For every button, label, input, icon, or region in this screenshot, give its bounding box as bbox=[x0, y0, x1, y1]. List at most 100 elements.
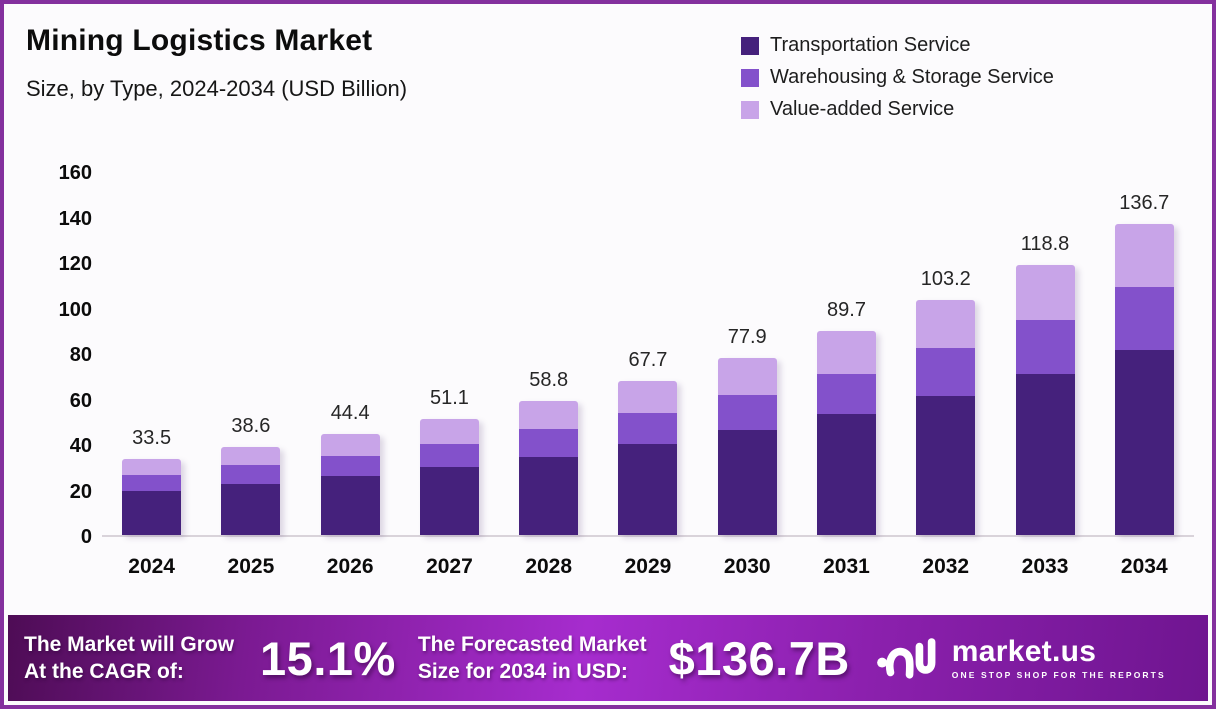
bar-segment-warehousing-storage-service bbox=[816, 373, 876, 414]
bar-slot: 103.2 bbox=[896, 173, 995, 535]
bar-segment-warehousing-storage-service bbox=[717, 394, 777, 431]
bar-total-label: 51.1 bbox=[429, 386, 469, 409]
bar-group-2029: 67.7 bbox=[618, 349, 678, 535]
bar-slot: 136.7 bbox=[1095, 173, 1194, 535]
bar-group-2033: 118.8 bbox=[1015, 233, 1075, 535]
chart-subtitle: Size, by Type, 2024-2034 (USD Billion) bbox=[26, 76, 408, 101]
y-tick-label: 80 bbox=[69, 344, 92, 366]
x-axis-label: 2027 bbox=[426, 555, 473, 578]
bar-slot: 77.9 bbox=[698, 173, 797, 535]
bar-segment-warehousing-storage-service bbox=[419, 443, 479, 467]
bar-segment-warehousing-storage-service bbox=[916, 347, 976, 396]
bar-segment-warehousing-storage-service bbox=[618, 413, 678, 444]
forecast-label: The Forecasted Market Size for 2034 in U… bbox=[418, 631, 647, 686]
bar-slot: 89.7 bbox=[797, 173, 896, 535]
chart-title: Mining Logistics Market bbox=[26, 24, 373, 57]
bar-slot: 38.6 bbox=[201, 173, 300, 535]
legend-item: Transportation Service bbox=[741, 34, 1054, 57]
y-tick-label: 140 bbox=[58, 207, 92, 230]
y-tick-label: 40 bbox=[69, 435, 92, 457]
forecast-value: $136.7B bbox=[668, 631, 850, 685]
legend-label: Value-added Service bbox=[770, 98, 955, 120]
x-axis-label: 2034 bbox=[1120, 555, 1168, 578]
bar-group-2028: 58.8 bbox=[519, 369, 579, 535]
marketus-logo-text: market.us bbox=[951, 634, 1097, 668]
bar-segment-value-added-service bbox=[320, 434, 380, 457]
legend-item: Warehousing & Storage Service bbox=[741, 66, 1054, 89]
bar-stack bbox=[1015, 264, 1075, 535]
bar-segment-transportation-service bbox=[618, 444, 678, 535]
cagr-label: The Market will Grow At the CAGR of: bbox=[24, 631, 234, 686]
bar-group-2030: 77.9 bbox=[717, 326, 777, 535]
bar-segment-value-added-service bbox=[618, 381, 678, 414]
bar-total-label: 103.2 bbox=[920, 268, 971, 291]
bar-segment-transportation-service bbox=[916, 395, 976, 535]
bar-segment-warehousing-storage-service bbox=[519, 429, 579, 457]
y-tick-label: 20 bbox=[69, 480, 92, 503]
y-tick-label: 0 bbox=[80, 526, 92, 548]
bar-slot: 58.8 bbox=[499, 173, 598, 535]
x-axis-label: 2026 bbox=[326, 555, 374, 578]
bar-group-2034: 136.7 bbox=[1114, 192, 1174, 535]
bar-slot: 44.4 bbox=[301, 173, 400, 535]
bar-segment-warehousing-storage-service bbox=[221, 464, 281, 484]
bar-total-label: 89.7 bbox=[827, 298, 866, 321]
y-tick-label: 120 bbox=[58, 253, 92, 275]
bar-segment-value-added-service bbox=[1114, 224, 1174, 288]
bar-group-2027: 51.1 bbox=[419, 387, 479, 535]
bar-stack bbox=[519, 401, 579, 535]
bar-segment-warehousing-storage-service bbox=[1114, 287, 1174, 350]
x-axis-label: 2028 bbox=[525, 555, 573, 578]
bar-segment-value-added-service bbox=[122, 458, 182, 475]
bar-total-label: 118.8 bbox=[1020, 232, 1070, 255]
bar-total-label: 38.6 bbox=[231, 415, 271, 438]
y-axis: 0 20 40 60 80 100 120 140 160 bbox=[28, 162, 92, 548]
bar-stack bbox=[419, 418, 479, 535]
marketus-logo-tagline: ONE STOP SHOP FOR THE REPORTS bbox=[951, 669, 1166, 680]
bar-group-2025: 38.6 bbox=[221, 415, 281, 535]
bar-slot: 118.8 bbox=[995, 173, 1094, 535]
x-axis-label: 2031 bbox=[823, 555, 870, 578]
bar-segment-transportation-service bbox=[320, 475, 380, 535]
legend-label: Transportation Service bbox=[770, 34, 971, 56]
y-tick-label: 60 bbox=[69, 389, 92, 412]
forecast-label-line2: Size for 2034 in USD: bbox=[417, 660, 628, 683]
bar-slot: 51.1 bbox=[400, 173, 499, 535]
bar-segment-transportation-service bbox=[122, 490, 182, 535]
bar-stack bbox=[122, 458, 182, 535]
footer-banner: The Market will Grow At the CAGR of: 15.… bbox=[8, 615, 1208, 701]
bar-segment-transportation-service bbox=[1015, 373, 1075, 535]
bar-stack bbox=[717, 357, 777, 535]
bar-stack bbox=[221, 447, 281, 535]
x-axis-label: 2024 bbox=[128, 555, 175, 578]
bar-stack bbox=[916, 300, 976, 535]
bar-stack bbox=[1114, 224, 1174, 535]
bar-segment-warehousing-storage-service bbox=[320, 456, 380, 476]
legend-item: Value-added Service bbox=[741, 98, 1054, 121]
bar-segment-transportation-service bbox=[816, 413, 876, 535]
bar-segment-warehousing-storage-service bbox=[1015, 319, 1075, 374]
legend-swatch-icon bbox=[741, 100, 759, 119]
bar-slot: 67.7 bbox=[598, 173, 697, 535]
x-axis: 2024 2025 2026 2027 2028 2029 2030 2031 2032 2033… bbox=[102, 555, 1194, 579]
x-axis-label: 2033 bbox=[1021, 555, 1069, 578]
y-tick-label: 160 bbox=[58, 162, 92, 184]
marketus-logo-textcol: market.us ONE STOP SHOP FOR THE REPORTS bbox=[951, 634, 1166, 680]
marketus-logo: market.us ONE STOP SHOP FOR THE REPORTS bbox=[876, 632, 1166, 684]
bar-stack bbox=[320, 434, 380, 535]
legend-swatch-icon bbox=[741, 68, 759, 87]
bar-group-2024: 33.5 bbox=[122, 427, 182, 535]
marketus-logo-mark bbox=[876, 638, 936, 679]
bar-segment-warehousing-storage-service bbox=[122, 474, 182, 491]
legend-label: Warehousing & Storage Service bbox=[770, 66, 1054, 88]
bar-segment-transportation-service bbox=[519, 456, 579, 535]
x-axis-label: 2025 bbox=[227, 555, 275, 578]
bar-slot: 33.5 bbox=[102, 173, 201, 535]
plot-area: 33.5 38.6 44.4 51.1 58.8 67.7 77.9 89.7 103.2 118… bbox=[102, 173, 1194, 537]
forecast-label-line1: The Forecasted Market bbox=[417, 632, 647, 656]
cagr-value: 15.1% bbox=[260, 631, 396, 685]
bar-segment-transportation-service bbox=[419, 466, 479, 535]
legend: Transportation Service Warehousing & Stor… bbox=[741, 34, 1054, 121]
bar-total-label: 44.4 bbox=[330, 402, 370, 424]
